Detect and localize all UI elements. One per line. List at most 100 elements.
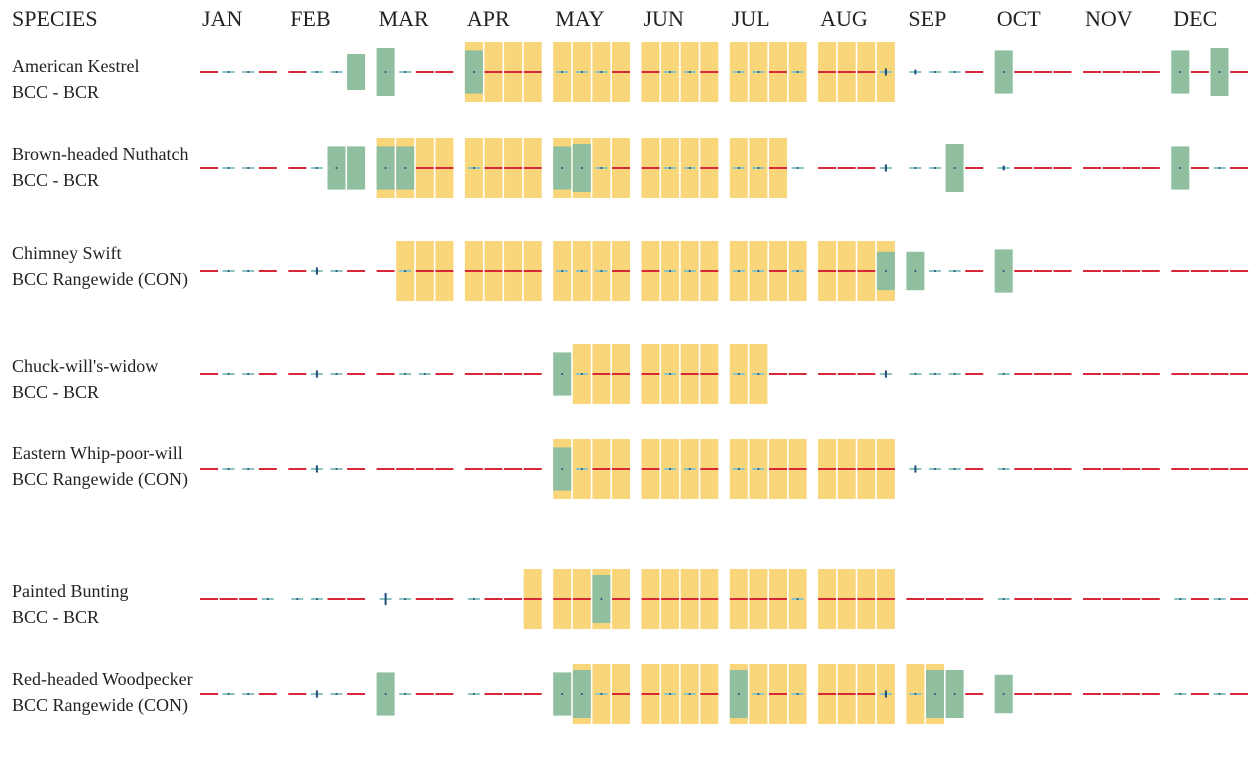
presence-dot [600, 598, 603, 600]
presence-dot [227, 167, 230, 169]
species-status: BCC - BCR [12, 382, 100, 402]
species-status: BCC - BCR [12, 82, 100, 102]
month-label: MAY [555, 6, 604, 31]
presence-dot [1179, 693, 1182, 695]
presence-dot [1002, 373, 1005, 375]
presence-dot [404, 598, 407, 600]
presence-dot [472, 71, 475, 73]
presence-dot [247, 270, 250, 272]
presence-tick [315, 370, 318, 378]
presence-dot [688, 71, 691, 73]
presence-dot [688, 468, 691, 470]
presence-dot [914, 270, 917, 272]
presence-dot [296, 598, 299, 600]
presence-tick [884, 690, 887, 698]
presence-bar [347, 146, 366, 190]
presence-dot [757, 468, 760, 470]
presence-dot [796, 167, 799, 169]
presence-dot [669, 373, 672, 375]
presence-dot [934, 373, 936, 375]
presence-dot [1179, 598, 1182, 600]
presence-dot [423, 373, 426, 375]
presence-dot [1002, 468, 1005, 470]
species-label: American Kestrel BCC - BCR [12, 53, 197, 105]
presence-dot [247, 693, 250, 695]
presence-dot [1002, 71, 1005, 73]
presence-dot [737, 468, 740, 470]
species-header: SPECIES [12, 6, 98, 31]
presence-dot [404, 270, 407, 272]
month-label: NOV [1085, 6, 1133, 31]
species-name: Brown-headed Nuthatch [12, 144, 189, 164]
presence-dot [472, 693, 475, 695]
presence-tick [914, 69, 917, 75]
presence-dot [315, 71, 318, 73]
presence-dot [737, 373, 740, 375]
presence-dot [688, 167, 691, 169]
presence-dot [1218, 598, 1221, 600]
presence-dot [796, 270, 799, 272]
presence-dot [335, 71, 338, 73]
presence-dot [472, 167, 475, 169]
presence-tick [884, 68, 887, 76]
species-label: Chuck-will's-widow BCC - BCR [12, 353, 197, 405]
presence-dot [247, 167, 250, 169]
presence-dot [227, 270, 230, 272]
presence-dot [315, 167, 318, 169]
species-name: Chuck-will's-widow [12, 356, 159, 376]
presence-dot [335, 373, 338, 375]
presence-dot [688, 693, 691, 695]
presence-dot [561, 468, 564, 470]
presence-dot [404, 693, 407, 695]
presence-dot [247, 373, 250, 375]
presence-dot [580, 167, 583, 169]
presence-tick [884, 370, 887, 378]
presence-dot [934, 693, 936, 695]
species-label: Eastern Whip-poor-will BCC Rangewide (CON… [12, 440, 197, 492]
presence-dot [600, 71, 603, 73]
presence-dot [384, 71, 387, 73]
month-label: JUL [732, 6, 770, 31]
presence-dot [737, 270, 740, 272]
presence-dot [335, 693, 338, 695]
presence-dot [1179, 71, 1182, 73]
month-label: FEB [290, 6, 330, 31]
presence-tick [315, 690, 318, 698]
presence-dot [669, 693, 672, 695]
presence-dot [796, 598, 799, 600]
presence-tick [884, 164, 887, 172]
month-label: AUG [820, 6, 868, 31]
species-name: American Kestrel [12, 56, 140, 76]
presence-dot [953, 468, 956, 470]
species-status: BCC Rangewide (CON) [12, 695, 188, 715]
presence-dot [580, 693, 583, 695]
presence-dot [1218, 167, 1221, 169]
presence-dot [227, 71, 230, 73]
presence-dot [953, 693, 956, 695]
presence-dot [796, 693, 799, 695]
presence-dot [561, 373, 564, 375]
species-name: Painted Bunting [12, 581, 129, 601]
presence-dot [404, 71, 407, 73]
presence-dot [934, 71, 936, 73]
presence-dot [914, 693, 917, 695]
presence-dot [404, 167, 407, 169]
month-label: SEP [908, 6, 946, 31]
presence-dot [1002, 270, 1005, 272]
presence-dot [600, 270, 603, 272]
presence-dot [227, 468, 230, 470]
species-status: BCC Rangewide (CON) [12, 469, 188, 489]
presence-dot [737, 167, 740, 169]
presence-dot [472, 598, 475, 600]
presence-dot [953, 71, 956, 73]
presence-dot [580, 270, 583, 272]
presence-dot [953, 270, 956, 272]
presence-dot [688, 270, 691, 272]
presence-dot [737, 693, 740, 695]
presence-tick [1002, 165, 1005, 171]
presence-dot [934, 167, 936, 169]
month-label: OCT [997, 6, 1042, 31]
presence-dot [227, 693, 230, 695]
presence-dot [335, 468, 338, 470]
